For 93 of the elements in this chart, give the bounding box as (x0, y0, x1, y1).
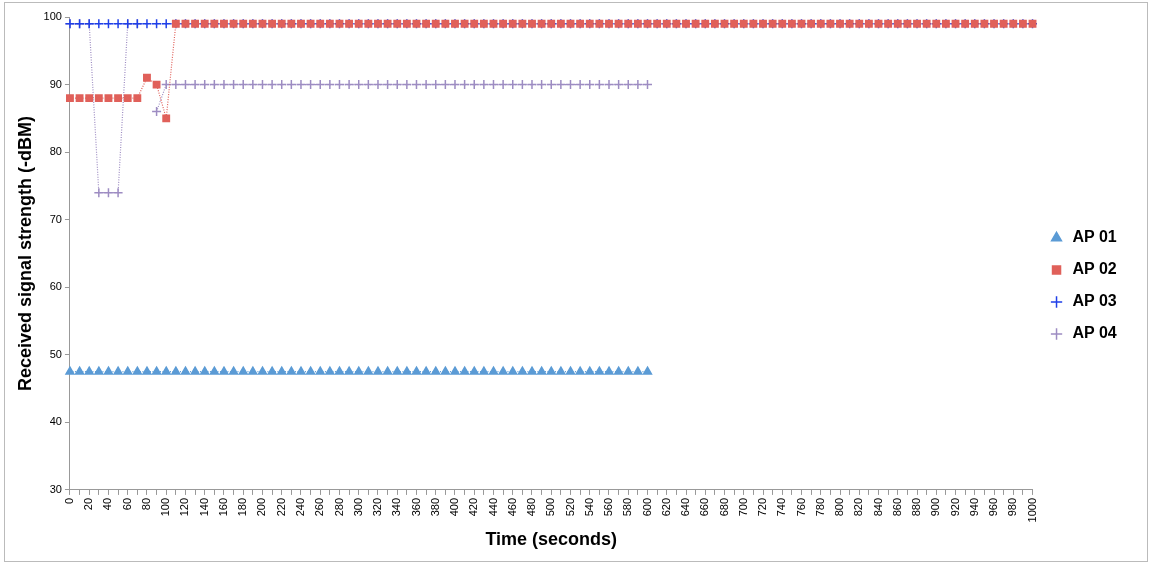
legend-label: AP 03 (1072, 292, 1117, 310)
x-tick-label: 260 (313, 497, 326, 517)
x-tick-label: 580 (621, 497, 634, 517)
x-tick-label: 240 (294, 497, 306, 517)
x-tick-label: 840 (871, 497, 884, 517)
x-tick-label: 780 (813, 497, 826, 517)
x-tick-label: 760 (794, 497, 807, 517)
x-tick-label: 480 (525, 497, 538, 517)
point (632, 79, 644, 90)
point (545, 79, 557, 90)
point (603, 79, 615, 90)
x-tick-label: 640 (679, 497, 692, 517)
point (237, 79, 249, 90)
x-tick-label: 80 (139, 497, 152, 511)
point (295, 79, 307, 90)
y-tick-label: 70 (49, 212, 62, 225)
x-tick-label: 560 (602, 497, 615, 517)
x-tick-label: 700 (736, 497, 749, 517)
x-tick-label: 220 (274, 497, 287, 517)
x-axis-title: Time (seconds) (485, 529, 618, 550)
y-tick-label: 40 (49, 415, 62, 428)
x-tick-label: 620 (659, 497, 672, 517)
point (555, 79, 567, 90)
x-tick-label: 40 (101, 497, 114, 511)
point (112, 187, 124, 198)
x-tick-label: 120 (178, 497, 191, 517)
x-tick-label: 720 (756, 497, 769, 517)
point (623, 79, 634, 90)
point (526, 79, 538, 90)
x-tick-label: 820 (852, 497, 865, 517)
x-tick-label: 460 (505, 497, 518, 517)
x-tick-label: 880 (910, 497, 923, 517)
x-tick-label: 140 (197, 497, 210, 517)
point (218, 79, 230, 90)
x-tick-label: 280 (332, 497, 345, 517)
legend-label: AP 01 (1072, 228, 1117, 246)
x-tick-label: 680 (717, 497, 730, 517)
x-tick-label: 920 (948, 497, 961, 517)
x-tick-label: 340 (390, 497, 403, 517)
point (247, 79, 259, 90)
x-tick-label: 380 (428, 497, 441, 517)
x-tick-label: 60 (120, 497, 133, 511)
point (324, 79, 336, 90)
point (574, 79, 586, 90)
x-tick-label: 0 (62, 497, 75, 505)
point (343, 79, 355, 90)
point (372, 79, 384, 90)
x-tick-label: 440 (486, 497, 499, 517)
x-tick-label: 420 (467, 497, 480, 517)
point (468, 79, 480, 90)
x-tick-label: 1000 (1025, 497, 1038, 523)
x-tick-label: 940 (967, 497, 980, 517)
x-tick-label: 500 (544, 497, 557, 517)
x-tick-label: 860 (890, 497, 903, 517)
x-tick-label: 600 (640, 497, 653, 517)
x-tick-label: 160 (217, 497, 229, 517)
y-tick-label: 100 (43, 10, 62, 23)
x-tick-label: 900 (929, 497, 942, 517)
legend-label: AP 04 (1072, 324, 1117, 342)
x-tick-label: 200 (255, 497, 268, 517)
y-tick-label: 60 (49, 280, 62, 293)
x-tick-label: 320 (371, 497, 384, 517)
point (497, 79, 509, 90)
y-tick-label: 30 (49, 482, 62, 495)
x-tick-label: 300 (351, 497, 364, 517)
y-axis-title: Received signal strength (-dBM) (14, 115, 35, 391)
x-tick-label: 20 (82, 497, 95, 511)
x-tick-label: 980 (1006, 497, 1019, 517)
point (266, 79, 278, 90)
point (189, 79, 201, 90)
y-tick-label: 80 (49, 145, 62, 158)
y-tick-label: 50 (49, 347, 62, 360)
x-tick-label: 180 (236, 497, 249, 517)
point (391, 79, 403, 90)
x-tick-label: 360 (409, 497, 422, 517)
point (314, 79, 326, 90)
point (420, 79, 432, 90)
x-tick-label: 800 (833, 497, 846, 517)
legend-label: AP 02 (1072, 260, 1117, 278)
point (478, 79, 490, 90)
x-tick-label: 520 (563, 497, 576, 517)
point (449, 79, 461, 90)
point (170, 79, 182, 90)
x-tick-label: 540 (582, 497, 595, 517)
x-tick-label: 400 (448, 497, 461, 517)
point (507, 79, 518, 90)
x-tick-label: 960 (987, 497, 1000, 517)
x-tick-label: 100 (159, 497, 172, 517)
x-tick-label: 740 (775, 497, 788, 517)
x-tick-label: 660 (698, 497, 711, 517)
point (401, 79, 413, 90)
y-tick-label: 90 (49, 77, 62, 90)
point (93, 187, 105, 198)
